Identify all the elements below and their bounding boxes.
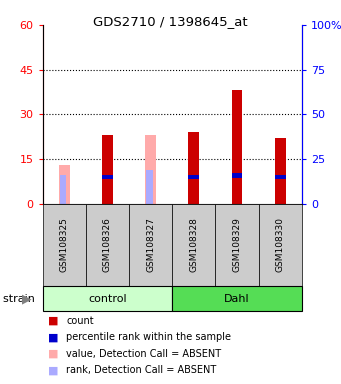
- Text: strain: strain: [3, 293, 39, 304]
- Text: GSM108328: GSM108328: [189, 217, 198, 272]
- Text: GSM108325: GSM108325: [60, 217, 69, 272]
- Text: GSM108330: GSM108330: [276, 217, 285, 272]
- Text: Dahl: Dahl: [224, 293, 250, 304]
- Text: value, Detection Call = ABSENT: value, Detection Call = ABSENT: [66, 349, 222, 359]
- Bar: [172, 204, 216, 286]
- Bar: [188, 132, 199, 204]
- Bar: [275, 138, 286, 204]
- Text: ■: ■: [48, 316, 58, 326]
- Text: GSM108326: GSM108326: [103, 217, 112, 272]
- Bar: [232, 91, 242, 204]
- Bar: [86, 204, 129, 286]
- Text: ■: ■: [48, 332, 58, 342]
- Bar: [172, 286, 302, 311]
- Text: count: count: [66, 316, 94, 326]
- Bar: [102, 175, 113, 179]
- Bar: [188, 175, 199, 179]
- Text: GSM108329: GSM108329: [233, 217, 241, 272]
- Text: ■: ■: [48, 349, 58, 359]
- Bar: [59, 165, 70, 204]
- Bar: [275, 175, 286, 179]
- Text: ■: ■: [48, 365, 58, 375]
- Bar: [145, 135, 156, 204]
- Text: rank, Detection Call = ABSENT: rank, Detection Call = ABSENT: [66, 365, 217, 375]
- Text: control: control: [88, 293, 127, 304]
- Bar: [232, 173, 242, 178]
- Bar: [258, 204, 302, 286]
- Text: GDS2710 / 1398645_at: GDS2710 / 1398645_at: [93, 15, 248, 28]
- Bar: [146, 170, 153, 204]
- Bar: [43, 286, 172, 311]
- Text: percentile rank within the sample: percentile rank within the sample: [66, 332, 232, 342]
- Bar: [216, 204, 258, 286]
- Bar: [102, 135, 113, 204]
- Bar: [129, 204, 172, 286]
- Bar: [60, 175, 66, 204]
- Text: GSM108327: GSM108327: [146, 217, 155, 272]
- Bar: [43, 204, 86, 286]
- Text: ▶: ▶: [22, 292, 32, 305]
